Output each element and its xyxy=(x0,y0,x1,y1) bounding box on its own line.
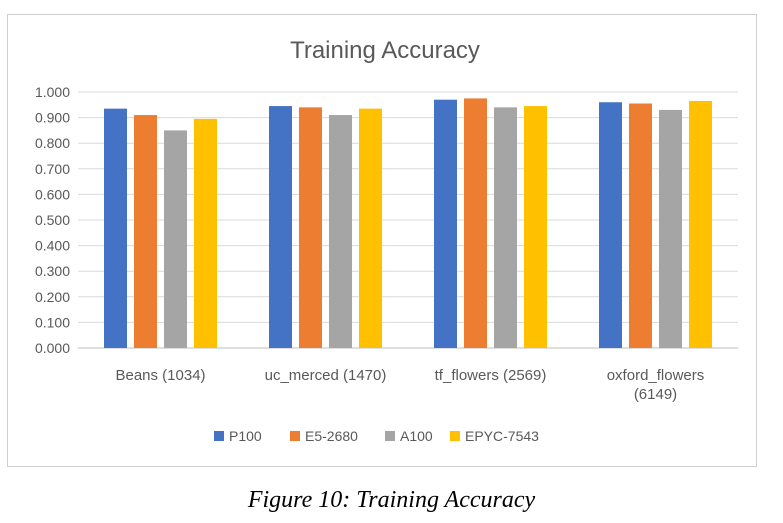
y-tick-label: 0.100 xyxy=(35,314,70,330)
y-tick-label: 0.500 xyxy=(35,212,70,228)
x-tick-label: oxford_flowers (6149) xyxy=(607,367,705,403)
bar-a100 xyxy=(659,109,682,348)
bar-epyc-7543 xyxy=(524,106,547,348)
legend-label: P100 xyxy=(229,428,262,444)
bar-epyc-7543 xyxy=(689,100,712,349)
figure-caption: Figure 10: Training Accuracy xyxy=(247,487,536,513)
y-tick-label: 0.700 xyxy=(35,161,70,177)
y-tick-label: 0.300 xyxy=(35,263,70,279)
x-tick-label: Beans (1034) xyxy=(115,367,205,384)
bar-p100 xyxy=(269,106,292,348)
y-tick-label: 0.900 xyxy=(35,110,70,126)
legend-label: E5-2680 xyxy=(305,428,358,444)
bar-e5-2680 xyxy=(629,103,652,349)
bar-p100 xyxy=(104,108,127,348)
training-accuracy-chart: Training Accuracy 0.000 0.100 0.200 0.300 0.… xyxy=(35,37,738,444)
chart-title: Training Accuracy xyxy=(290,37,480,64)
y-tick-label: 0.200 xyxy=(35,289,70,305)
bar-a100 xyxy=(494,107,517,348)
legend-swatch xyxy=(214,431,224,441)
bar-e5-2680 xyxy=(134,115,157,348)
y-tick-label: 0.800 xyxy=(35,135,70,151)
x-tick-label: tf_flowers (2569) xyxy=(435,367,547,384)
x-tick-label: uc_merced (1470) xyxy=(265,367,387,384)
y-tick-label: 0.400 xyxy=(35,238,70,254)
bar-epyc-7543 xyxy=(359,108,382,348)
bar-epyc-7543 xyxy=(194,118,217,348)
bar-p100 xyxy=(599,102,622,349)
bar-a100 xyxy=(329,115,352,348)
legend-label: EPYC-7543 xyxy=(465,428,539,444)
bar-e5-2680 xyxy=(464,98,487,349)
bar-e5-2680 xyxy=(299,107,322,348)
legend-label: A100 xyxy=(400,428,433,444)
y-tick-label: 0.600 xyxy=(35,186,70,202)
bar-p100 xyxy=(434,99,457,349)
y-tick-label: 0.000 xyxy=(35,340,70,356)
legend-swatch xyxy=(290,431,300,441)
bar-a100 xyxy=(164,130,187,348)
y-tick-label: 1.000 xyxy=(35,84,70,100)
legend-swatch xyxy=(385,431,395,441)
legend-swatch xyxy=(450,431,460,441)
